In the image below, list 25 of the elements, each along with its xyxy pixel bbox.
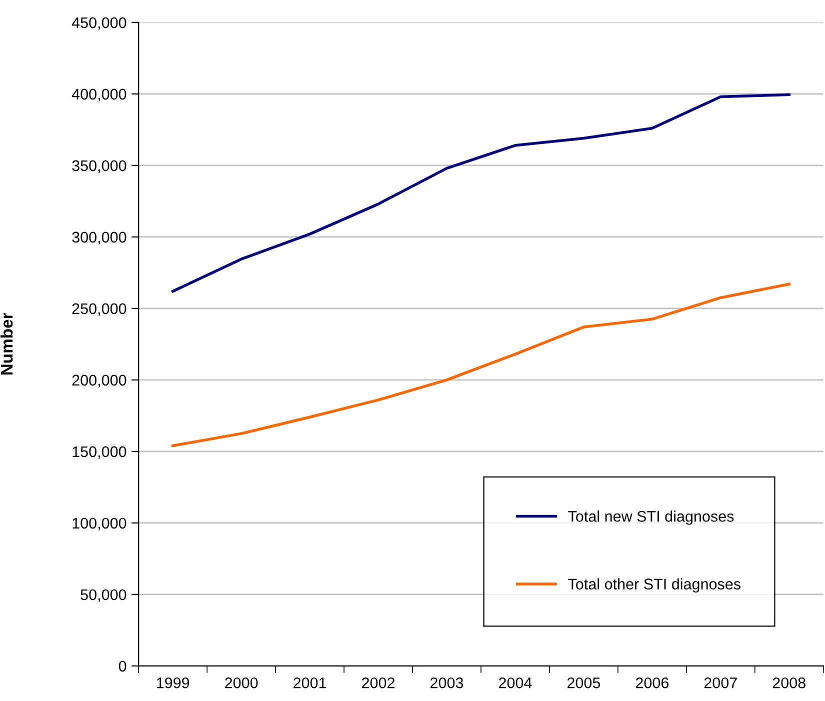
x-tick-label: 2002	[362, 677, 394, 688]
y-axis-title: Number	[0, 312, 13, 375]
y-tick-label: 300,000	[72, 232, 126, 244]
x-tick-label: 2004	[498, 677, 532, 688]
y-tick-label: 100,000	[72, 518, 126, 530]
x-tick-label: 2003	[430, 677, 464, 688]
x-tick-label: 2008	[772, 677, 806, 688]
y-tick-label: 250,000	[72, 303, 126, 316]
y-tick-label: 350,000	[72, 160, 126, 173]
line-series	[171, 93, 790, 293]
x-tick-label: 2001	[294, 677, 326, 688]
x-tick-label: 2005	[567, 677, 600, 688]
x-tick-label: 2000	[225, 677, 258, 688]
y-tick-label: 200,000	[72, 374, 126, 388]
legend-label: Total new STI diagnoses	[568, 510, 734, 525]
y-tick-label: 150,000	[72, 446, 126, 459]
line-series	[171, 282, 790, 448]
x-tick-label: 2007	[704, 677, 737, 688]
y-tick-label: 0	[118, 660, 126, 672]
x-tick-label: 2006	[636, 677, 668, 688]
y-tick-label: 400,000	[72, 88, 126, 102]
legend-label: Total other STI diagnoses	[568, 578, 740, 593]
y-tick-label: 450,000	[72, 17, 126, 30]
x-tick-label: 1999	[157, 677, 190, 688]
y-tick-label: 50,000	[80, 589, 126, 602]
